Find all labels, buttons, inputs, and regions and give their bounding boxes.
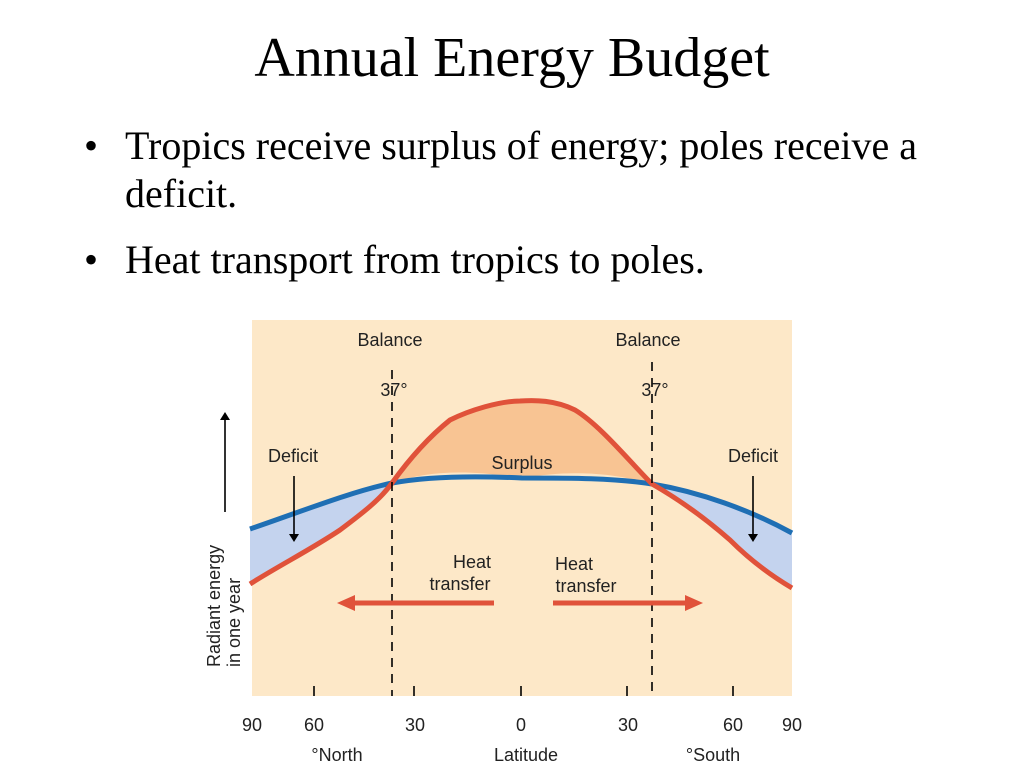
deficit-label-right: Deficit <box>728 446 778 466</box>
bullet-text: Tropics receive surplus of energy; poles… <box>125 123 917 216</box>
heat-transfer-left-line1: Heat <box>453 552 491 572</box>
x-axis-title: Latitude <box>494 745 558 765</box>
y-axis-label-line1: Radiant energy <box>204 545 224 667</box>
deficit-label-left: Deficit <box>268 446 318 466</box>
x-tick-label: 30 <box>405 715 425 735</box>
outgoing-radiation-curve <box>249 474 794 536</box>
x-tick-label: 60 <box>304 715 324 735</box>
x-axis-north-label: °North <box>311 745 362 765</box>
deficit-area-left <box>250 483 392 584</box>
incoming-radiation-curve <box>248 398 794 591</box>
heat-transfer-right-line1: Heat <box>555 554 593 574</box>
heat-transfer-right-line2: transfer <box>555 576 616 596</box>
x-tick-label: 0 <box>516 715 526 735</box>
x-tick-label: 90 <box>782 715 802 735</box>
x-axis: 90 60 30 0 30 60 90 °North Latitude °Sou… <box>242 686 802 765</box>
x-tick-label: 90 <box>242 715 262 735</box>
x-tick-label: 30 <box>618 715 638 735</box>
bullet-item: • Tropics receive surplus of energy; pol… <box>80 122 960 218</box>
balance-label-right: Balance <box>615 330 680 350</box>
slide-title: Annual Energy Budget <box>254 27 770 89</box>
bullet-item: • Heat transport from tropics to poles. <box>80 236 960 284</box>
bullet-list: • Tropics receive surplus of energy; pol… <box>80 122 960 302</box>
heat-transfer-left-line2: transfer <box>429 574 490 594</box>
bullet-icon: • <box>84 123 99 168</box>
y-axis-label-line2: in one year <box>224 578 244 667</box>
angle-label-left: 37° <box>380 380 407 400</box>
surplus-label: Surplus <box>491 453 552 473</box>
bullet-text: Heat transport from tropics to poles. <box>125 237 705 282</box>
angle-label-right: 37° <box>641 380 668 400</box>
x-axis-south-label: °South <box>686 745 740 765</box>
bullet-icon: • <box>84 237 99 282</box>
balance-label-left: Balance <box>357 330 422 350</box>
x-tick-label: 60 <box>723 715 743 735</box>
